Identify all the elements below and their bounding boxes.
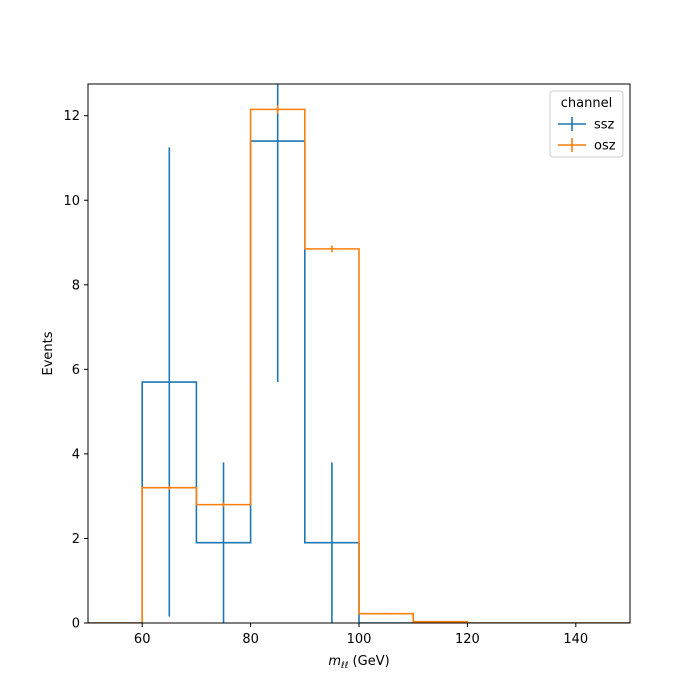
- x-tick-label: 140: [563, 632, 588, 647]
- legend-title: channel: [561, 96, 612, 111]
- series-ssz: [88, 84, 630, 623]
- legend: channel ssz osz: [549, 90, 624, 158]
- y-axis-label: Events: [41, 331, 56, 375]
- y-tick-label: 8: [72, 278, 80, 293]
- y-tick-label: 0: [72, 617, 80, 632]
- y-tick-label: 6: [72, 363, 80, 378]
- x-tick-label: 120: [455, 632, 480, 647]
- legend-label-ssz: ssz: [594, 118, 615, 133]
- series-osz: [88, 105, 630, 623]
- x-tick-label: 100: [347, 632, 372, 647]
- x-tick-label: 80: [242, 632, 259, 647]
- y-tick-label: 2: [72, 532, 80, 547]
- y-tick-label: 12: [63, 109, 80, 124]
- y-tick-label: 10: [63, 194, 80, 209]
- y-tick-label: 4: [72, 447, 80, 462]
- x-tick-label: 60: [134, 632, 151, 647]
- legend-label-osz: osz: [594, 139, 616, 154]
- legend-box: [549, 90, 624, 158]
- x-axis-label: mℓℓ (GeV): [328, 654, 389, 671]
